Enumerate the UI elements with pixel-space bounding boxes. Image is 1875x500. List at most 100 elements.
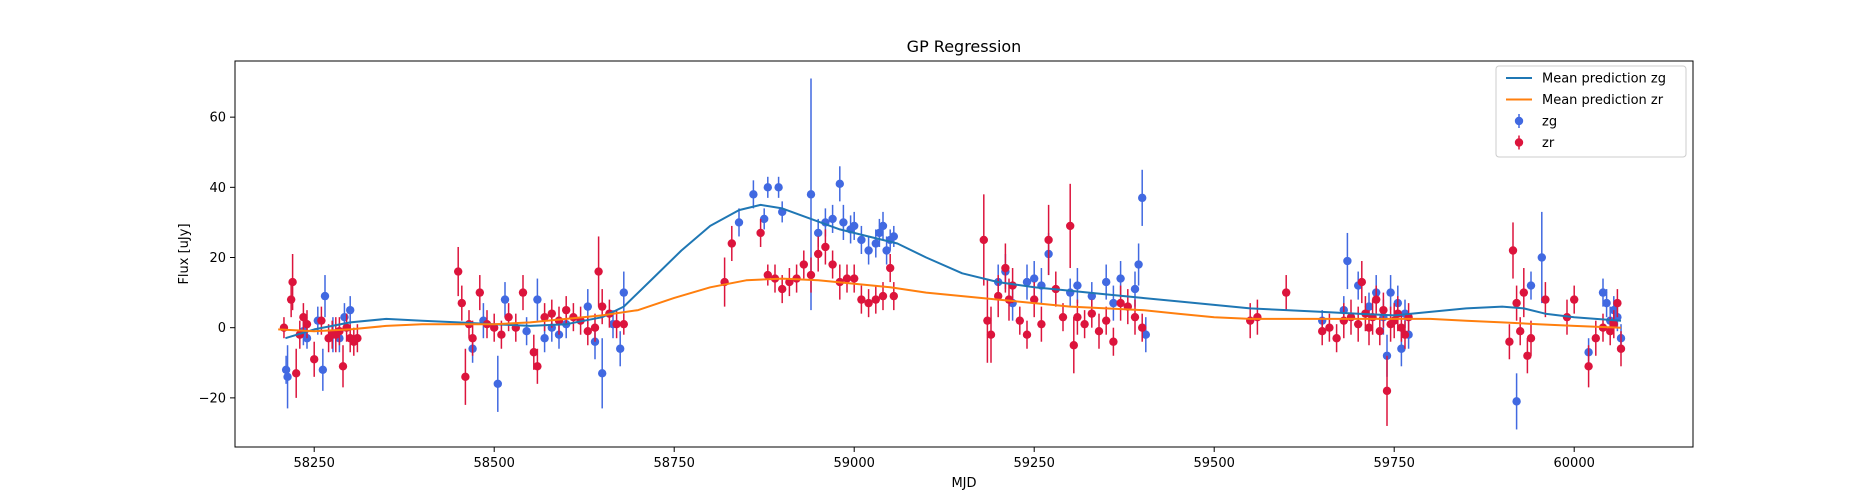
data-point-zr [727, 239, 736, 248]
plot-area [278, 78, 1626, 430]
data-point-zr [335, 327, 344, 336]
data-point-zg [1537, 253, 1547, 262]
data-point-zr [1382, 386, 1392, 396]
plot-frame [234, 60, 1694, 448]
data-point-zr [497, 330, 506, 339]
data-point-zr [886, 263, 895, 273]
data-point-zr [594, 267, 603, 276]
data-point-zr [1541, 295, 1550, 304]
y-tick-label: 20 [209, 251, 226, 266]
data-point-zr [814, 249, 823, 259]
data-point-zr [1397, 323, 1406, 332]
data-point-zg [1134, 260, 1143, 269]
data-point-zr [864, 298, 873, 308]
data-point-zg [882, 246, 891, 255]
data-point-zg [1116, 274, 1125, 283]
legend-entry-label: Mean prediction zg [1542, 72, 1666, 87]
line-mean-prediction-zr [278, 277, 1622, 333]
data-point-zr [1357, 277, 1367, 287]
data-point-zg [835, 179, 844, 189]
data-point-zg [806, 190, 816, 199]
data-point-zr [799, 260, 808, 269]
data-point-zg [734, 218, 744, 227]
data-point-zg [763, 183, 772, 192]
data-point-zg [814, 228, 823, 238]
data-point-zg [283, 372, 292, 382]
data-point-zr [598, 302, 607, 311]
x-tick-label: 59500 [1194, 456, 1235, 471]
legend-entry-label: zg [1542, 115, 1557, 130]
y-tick-label: 0 [218, 321, 226, 336]
data-point-zg [878, 221, 888, 231]
data-point-zg [1343, 256, 1352, 266]
data-point-zr [619, 319, 628, 329]
data-point-zr [1332, 334, 1341, 343]
data-point-zr [1318, 327, 1327, 336]
data-point-zg [598, 369, 607, 378]
data-point-zr [994, 291, 1003, 301]
x-tick-label: 59250 [1014, 456, 1055, 471]
x-axis-label: MJD [951, 476, 976, 491]
data-point-zr [979, 235, 988, 245]
data-point-zr [1116, 298, 1125, 308]
data-point-zg [1382, 351, 1392, 360]
x-tick-label: 58250 [294, 456, 335, 471]
data-point-zr [518, 288, 528, 297]
data-point-zr [1364, 323, 1374, 332]
data-point-zr [1109, 337, 1118, 346]
x-tick-label: 60000 [1554, 456, 1595, 471]
data-point-zr [1022, 330, 1032, 339]
data-point-zr [1354, 319, 1363, 329]
y-tick-label: 60 [209, 111, 226, 126]
data-point-zr [353, 334, 362, 343]
data-point-zg [500, 295, 510, 304]
data-point-zr [1044, 235, 1053, 245]
data-point-zr [1246, 316, 1255, 325]
data-point-zg [857, 235, 866, 245]
legend: Mean prediction zg Mean prediction zr zg zr [1495, 65, 1687, 158]
data-point-zg [1598, 288, 1608, 297]
data-point-zg [1397, 344, 1406, 353]
data-point-zr [1080, 319, 1089, 329]
data-point-zr [533, 362, 542, 371]
data-point-zg [1526, 281, 1536, 290]
data-point-zg [1602, 298, 1611, 308]
y-tick-label: 40 [209, 181, 226, 196]
legend-swatch-marker [1514, 116, 1524, 126]
data-point-zr [778, 284, 787, 294]
data-point-zr [1138, 323, 1147, 332]
data-point-zr [1512, 298, 1521, 308]
data-point-zr [475, 288, 484, 297]
data-point-zr [828, 260, 837, 269]
data-point-zr [821, 242, 830, 252]
data-point-zr [1516, 327, 1525, 336]
data-point-zr [590, 323, 600, 332]
data-point-zr [1087, 309, 1097, 318]
data-point-zg [1386, 288, 1395, 297]
legend-entry-label: Mean prediction zr [1542, 93, 1664, 108]
data-point-zr [461, 372, 470, 382]
data-point-zg [320, 291, 330, 301]
data-point-zr [1616, 344, 1626, 353]
data-point-zr [583, 327, 592, 336]
data-point-zr [878, 291, 888, 301]
data-point-zg [583, 302, 592, 311]
y-axis-label: Flux [uJy] [177, 223, 192, 284]
data-point-zr [310, 355, 319, 364]
data-point-zr [454, 267, 463, 276]
data-point-zg [1073, 281, 1082, 290]
data-point-zr [490, 323, 499, 332]
data-point-zg [1130, 284, 1140, 294]
data-point-zr [1375, 327, 1385, 336]
data-point-zr [286, 295, 296, 304]
data-point-zr [857, 295, 866, 304]
data-point-zr [540, 312, 549, 322]
data-point-zg [850, 221, 859, 231]
data-point-zr [1282, 288, 1291, 297]
data-point-zg [839, 218, 848, 227]
data-point-zg [533, 295, 542, 304]
data-point-zg [1138, 193, 1147, 203]
data-point-zr [1523, 351, 1532, 360]
legend-box [1495, 65, 1687, 158]
x-tick-label: 59750 [1374, 456, 1415, 471]
